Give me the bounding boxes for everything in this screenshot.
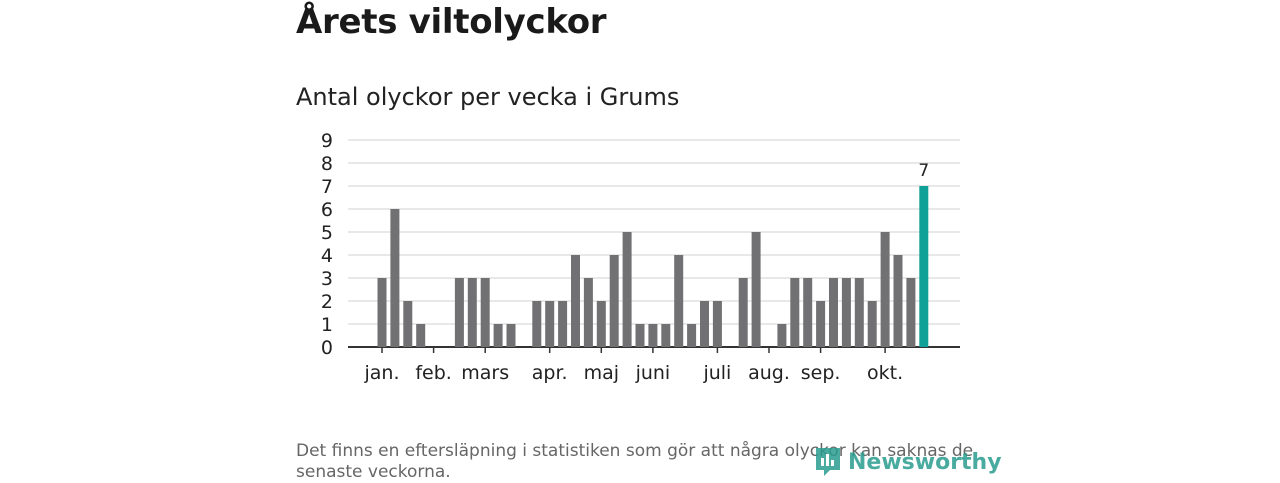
bar [687,324,697,347]
bar [751,232,761,347]
y-tick-label: 0 [321,337,333,359]
bar [674,255,684,347]
x-tick-label: sep. [801,362,841,384]
bar [596,301,606,347]
y-tick-label: 5 [321,222,333,244]
bar [841,278,851,347]
x-tick-label: feb. [415,362,451,384]
bar [854,278,864,347]
bar [777,324,787,347]
x-tick-label: mars [461,362,509,384]
x-tick-label: aug. [748,362,790,384]
bar [390,209,400,347]
newsworthy-logo-text: Newsworthy [848,449,1002,475]
bar [829,278,838,347]
x-tick-label: maj [584,362,619,384]
bar [467,278,477,347]
bar [416,324,426,347]
bars [377,186,929,347]
bar [648,324,658,347]
x-tick-label: jan. [363,362,399,384]
bar-current-week [919,186,929,347]
footnote: Det finns en eftersläpning i statistiken… [296,441,974,482]
newsworthy-logo-icon [816,448,840,476]
bar [738,278,748,347]
gridlines [348,139,960,348]
y-tick-label: 7 [321,176,333,198]
bar [635,324,645,347]
bar [906,278,916,347]
bar [454,278,464,347]
bar [377,278,387,347]
y-tick-label: 9 [321,130,333,152]
y-tick-label: 3 [321,268,333,290]
bar [506,324,516,347]
bar [532,301,542,347]
bar [571,255,580,347]
bar [893,255,903,347]
chart-title: Antal olyckor per vecka i Grums [296,83,680,111]
data-labels: 7 [918,161,929,181]
newsworthy-logo[interactable]: Newsworthy [814,446,1002,478]
x-axis-ticks: jan. feb. mars apr. maj juni juli aug. sep. okt. [363,347,903,384]
bar [816,301,826,347]
bar [609,255,619,347]
y-tick-label: 6 [321,199,333,221]
bar [790,278,800,347]
x-tick-label: apr. [532,362,568,384]
x-tick-label: juli [702,362,731,384]
y-tick-label: 2 [321,291,333,313]
y-tick-label: 4 [321,245,333,267]
bar [803,278,813,347]
bar [403,301,413,347]
bar [558,301,568,347]
y-tick-label: 8 [321,153,333,175]
bar [880,232,890,347]
bar [493,324,503,347]
bar [661,324,671,347]
x-tick-label: juni [635,362,671,384]
bar [867,301,877,347]
bar [583,278,593,347]
x-tick-label: okt. [867,362,903,384]
bar [545,301,555,347]
y-tick-label: 1 [321,314,333,336]
data-label: 7 [918,161,929,181]
bar [712,301,722,347]
page-title: Årets viltolyckor [296,2,607,42]
bar [700,301,709,347]
bar [480,278,490,347]
bar [622,232,632,347]
